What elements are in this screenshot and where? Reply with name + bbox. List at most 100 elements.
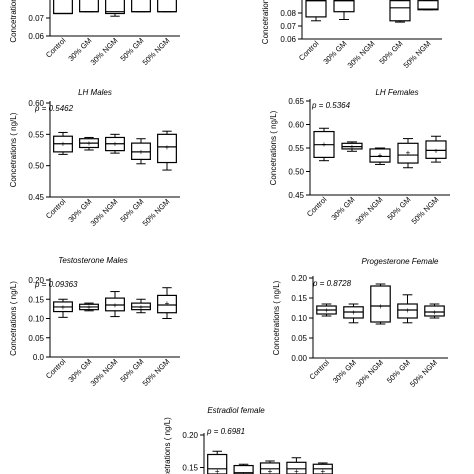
box-iqr <box>370 285 391 323</box>
box-1: + <box>53 298 73 318</box>
box-3 <box>105 0 125 17</box>
y-tick-label: 0.50 <box>28 162 44 171</box>
box-mean-marker: + <box>61 140 66 149</box>
x-tick-label: 30% NGM <box>89 357 120 388</box>
box-2: + <box>79 136 99 151</box>
box-3: + <box>369 147 391 165</box>
y-tick-label: 0.10 <box>291 314 307 323</box>
x-tick-label: 30% GM <box>331 358 358 385</box>
box-4: + <box>397 294 418 324</box>
box-mean-marker: + <box>215 467 220 474</box>
y-tick-label: 0.15 <box>28 295 44 304</box>
box-mean-marker: + <box>294 467 299 474</box>
box-mean-marker: + <box>165 143 170 152</box>
y-tick-label: 0.05 <box>28 334 44 343</box>
y-axis-label: Concetrations ( ng/L) <box>272 280 281 355</box>
x-tick-label: 30% NGM <box>346 39 377 70</box>
box-3: + <box>259 460 281 474</box>
y-tick-label: 0.20 <box>182 431 198 440</box>
y-tick-label: 0.50 <box>288 168 304 177</box>
box-1 <box>305 0 327 22</box>
box-iqr <box>157 294 177 314</box>
box-iqr <box>157 133 177 164</box>
box-iqr <box>105 0 125 15</box>
y-tick-label: 0.05 <box>291 334 307 343</box>
box-mean-marker: + <box>241 470 246 474</box>
panel-2: 0.06 0.07 0.08 Concetrations Control 30% GM30… <box>261 0 442 70</box>
x-tick-label: 50% NGM <box>141 357 172 388</box>
box-iqr <box>389 0 411 22</box>
x-tick-label: Control <box>44 36 68 60</box>
box-iqr <box>397 303 418 319</box>
y-tick-label: 0.10 <box>28 315 44 324</box>
box-3: + <box>105 133 125 154</box>
x-tick-label: 50% GM <box>385 358 412 385</box>
y-tick-label: 0.15 <box>182 464 198 473</box>
box-2: + <box>79 302 99 312</box>
box-mean-marker: + <box>113 140 118 149</box>
box-mean-marker: + <box>139 147 144 156</box>
y-tick-label: 0.0 <box>33 353 45 362</box>
box-iqr <box>157 0 177 13</box>
box-mean-marker: + <box>139 303 144 312</box>
box-iqr <box>424 305 445 317</box>
y-tick-label: 0.55 <box>28 130 44 139</box>
p-value: p = 0.5364 <box>311 101 351 110</box>
box-iqr <box>369 148 391 163</box>
box-mean-marker: + <box>165 299 170 308</box>
y-tick-label: 0.60 <box>28 99 44 108</box>
y-tick-label: 0.07 <box>28 14 44 23</box>
x-tick-label: 50% NGM <box>402 39 433 70</box>
box-mean-marker: + <box>434 146 439 155</box>
p-value: p = 0.6981 <box>206 427 245 436</box>
box-iqr <box>79 0 99 13</box>
x-tick-label: 30% NGM <box>354 358 385 389</box>
box-mean-marker: + <box>61 303 66 312</box>
box-4 <box>389 0 411 23</box>
box-5: + <box>157 130 177 171</box>
panel-5: 0.0 0.05 0.10 0.15 0.20 Concetrations ( ng/L)… <box>9 256 180 388</box>
p-value: p = 0.8728 <box>312 279 352 288</box>
y-axis-label: Concetrations ( ng/L) <box>163 417 172 474</box>
x-tick-label: 50% NGM <box>141 197 172 228</box>
box-mean-marker: + <box>87 139 92 148</box>
box-1: + <box>207 450 228 474</box>
box-5: + <box>157 287 177 319</box>
x-tick-label: 30% GM <box>329 195 356 222</box>
box-2: + <box>233 463 254 474</box>
box-3: + <box>370 283 391 325</box>
panel-6: 0.00 0.05 0.10 0.15 0.20 Concetrations ( ng/L… <box>272 257 448 389</box>
box-2 <box>79 0 99 13</box>
box-mean-marker: + <box>405 306 410 315</box>
x-tick-label: Control <box>44 357 68 381</box>
y-tick-label: 0.60 <box>288 121 304 130</box>
chart-title: Estradiol female <box>207 406 265 415</box>
x-tick-label: Control <box>297 39 321 63</box>
box-mean-marker: + <box>406 149 411 158</box>
x-tick-label: 50% GM <box>385 195 412 222</box>
box-mean-marker: + <box>113 301 118 310</box>
box-1: + <box>316 303 337 317</box>
box-iqr <box>425 140 447 159</box>
chart-title: LH Females <box>375 88 418 97</box>
x-tick-label: Control <box>307 358 331 382</box>
x-tick-label: Control <box>44 197 68 221</box>
x-tick-label: 50% NGM <box>141 36 172 67</box>
panel-3: 0.45 0.50 0.55 0.60 Concetrations ( ng/L) LH … <box>9 88 180 228</box>
box-mean-marker: + <box>322 140 327 149</box>
box-2: + <box>343 303 364 324</box>
box-2: + <box>341 141 363 152</box>
y-tick-label: 0.07 <box>280 22 296 31</box>
y-axis-label: Concetrations ( ng/L) <box>269 110 278 185</box>
chart-title: LH Males <box>78 88 112 97</box>
box-2 <box>333 0 355 20</box>
box-mean-marker: + <box>320 467 325 474</box>
box-4: + <box>397 138 419 169</box>
p-value: p = 0.09363 <box>34 280 78 289</box>
box-iqr <box>131 0 151 13</box>
x-tick-label: 50% NGM <box>408 358 439 389</box>
x-tick-label: 50% NGM <box>410 195 441 226</box>
box-4: + <box>286 457 307 474</box>
box-iqr <box>397 142 419 164</box>
box-mean-marker: + <box>432 308 437 317</box>
